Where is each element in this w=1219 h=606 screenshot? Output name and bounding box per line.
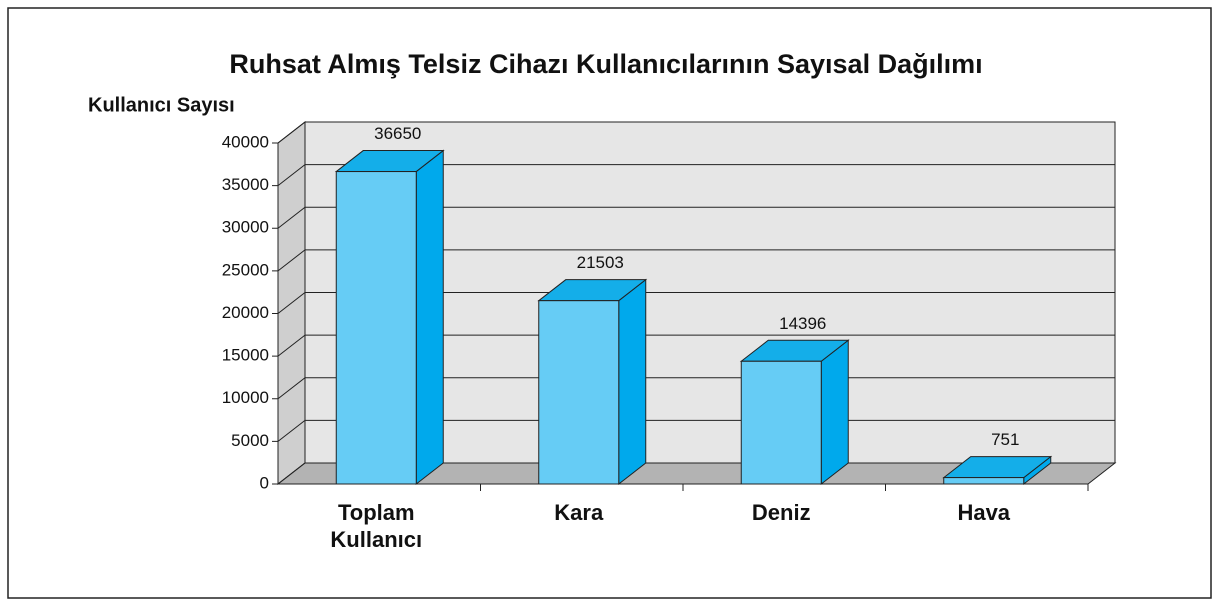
bar-side [820, 339, 849, 486]
x-tick-label: Toplam Kullanıcı [330, 500, 423, 552]
y-tick-label: 35000 [222, 175, 269, 194]
y-tick-label: 40000 [222, 132, 269, 151]
y-tick-label: 5000 [231, 431, 269, 450]
y-tick-label: 20000 [222, 303, 269, 322]
chart-title: Ruhsat Almış Telsiz Cihazı Kullanıcıları… [229, 49, 982, 79]
bar-side [618, 278, 647, 486]
grid-line [277, 121, 306, 144]
value-label: 751 [991, 430, 1019, 449]
y-tick-label: 25000 [222, 260, 269, 279]
y-tick-label: 10000 [222, 388, 269, 407]
grid-line [277, 462, 306, 485]
y-tick-label: 0 [260, 473, 269, 492]
y-axis-title: Kullanıcı Sayısı [88, 94, 235, 116]
bar [335, 171, 417, 485]
grid-line [277, 249, 306, 272]
value-label: 36650 [374, 124, 421, 143]
grid-line [277, 292, 306, 314]
y-tick-label: 30000 [222, 218, 269, 237]
bar [943, 477, 1025, 485]
x-tick-label: Kara [554, 500, 604, 525]
value-label: 21503 [577, 253, 624, 272]
grid-line [277, 164, 306, 187]
bar [538, 300, 620, 485]
grid-line [277, 206, 306, 229]
x-tick-label: Deniz [751, 500, 811, 525]
x-tick-label: Hava [957, 500, 1011, 525]
bar-side [415, 149, 444, 486]
grid-line [277, 419, 306, 442]
grid-line [277, 377, 306, 400]
value-label: 14396 [779, 314, 826, 333]
grid-line [277, 334, 306, 357]
y-tick-label: 15000 [222, 346, 269, 365]
bar [740, 360, 822, 485]
